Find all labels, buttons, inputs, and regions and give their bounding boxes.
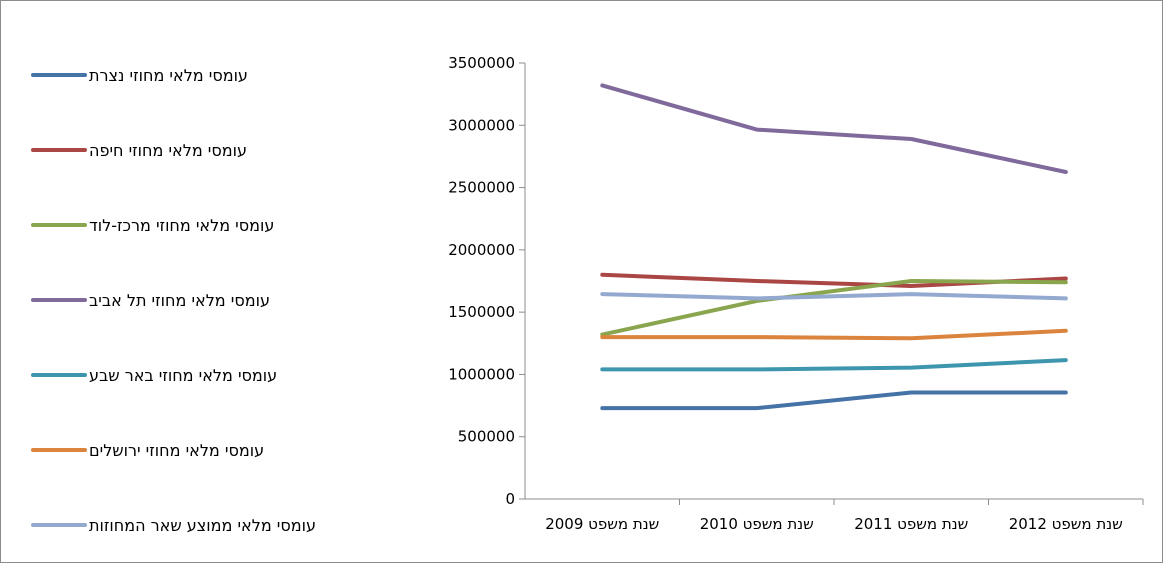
x-tick-label: שנת משפט 2012 [1009, 515, 1123, 533]
y-tick-label: 2000000 [448, 241, 515, 259]
y-tick-label: 3000000 [448, 116, 515, 134]
y-tick-label: 1500000 [448, 303, 515, 321]
series-line-7 [600, 292, 1068, 301]
x-tick-label: שנת משפט 2009 [545, 515, 659, 533]
legend-item: עומסי מלאי מחוזי ירושלים [31, 434, 371, 466]
y-tick-label: 1000000 [448, 365, 515, 383]
series-line-6 [600, 328, 1068, 341]
legend-label: עומסי מלאי מחוזי מרכז-לוד [89, 215, 275, 235]
y-tick-label: 0 [505, 490, 515, 508]
legend-item: עומסי מלאי מחוזי באר שבע [31, 359, 371, 391]
legend-item: עומסי מלאי מחוזי תל אביב [31, 284, 371, 316]
legend-item: עומסי מלאי מחוזי מרכז-לוד [31, 209, 371, 241]
x-tick-label: שנת משפט 2011 [854, 515, 968, 533]
axes: 0 500000 1000000 1500000 2000000 2500000 30000… [448, 54, 1144, 533]
legend-item: עומסי מלאי ממוצע שאר המחוזות [31, 509, 371, 541]
series-layer [600, 83, 1068, 411]
legend-label: עומסי מלאי מחוזי חיפה [89, 140, 247, 160]
legend-label: עומסי מלאי מחוזי תל אביב [89, 290, 270, 310]
legend-swatch [31, 223, 87, 227]
legend-label: עומסי מלאי מחוזי באר שבע [89, 365, 278, 385]
series-line-3 [600, 279, 1068, 337]
legend-label: עומסי מלאי ממוצע שאר המחוזות [89, 515, 316, 535]
series-line-4 [600, 83, 1068, 174]
legend-swatch [31, 298, 87, 302]
legend-swatch [31, 523, 87, 527]
series-line-1 [600, 390, 1068, 411]
legend-swatch [31, 373, 87, 377]
legend-swatch [31, 448, 87, 452]
legend-item: עומסי מלאי מחוזי נצרת [31, 59, 371, 91]
legend-label: עומסי מלאי מחוזי נצרת [89, 65, 248, 85]
y-tick-label: 500000 [458, 428, 515, 446]
y-tick-label: 3500000 [448, 54, 515, 72]
y-tick-label: 2500000 [448, 179, 515, 197]
legend-label: עומסי מלאי מחוזי ירושלים [89, 440, 265, 460]
legend-swatch [31, 148, 87, 152]
x-tick-label: שנת משפט 2010 [700, 515, 814, 533]
legend-swatch [31, 73, 87, 77]
series-line-5 [600, 358, 1068, 372]
legend-item: עומסי מלאי מחוזי חיפה [31, 134, 371, 166]
